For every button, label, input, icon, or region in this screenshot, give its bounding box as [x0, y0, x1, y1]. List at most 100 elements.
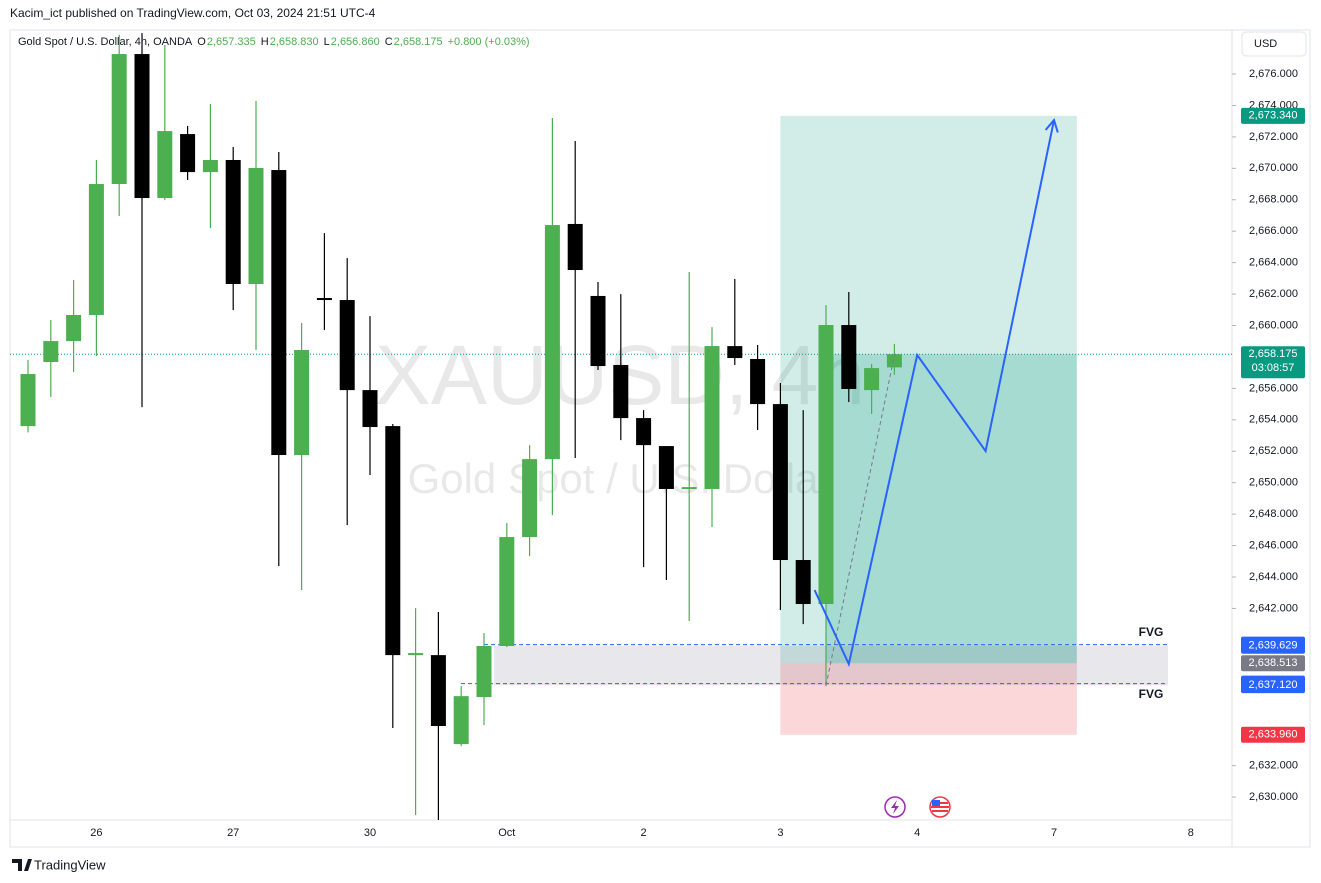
candle-body — [157, 131, 173, 199]
candle-body — [385, 426, 401, 656]
candle-body — [248, 168, 264, 285]
countdown: 03:08:57 — [1252, 362, 1295, 374]
projection-arrowhead — [1044, 118, 1059, 133]
candle-body — [636, 418, 652, 446]
flag-canton — [932, 800, 940, 806]
x-tick-label: 3 — [777, 827, 783, 839]
legend-h: 2,658.830 — [270, 36, 319, 48]
price-marker — [1241, 346, 1305, 379]
legend-symbol: Gold Spot / U.S. Dollar, 4h, OANDA — [18, 36, 193, 48]
candle-body — [225, 159, 241, 285]
candle-body — [408, 653, 424, 656]
fvg-box — [494, 645, 1168, 686]
y-tick-label: 2,670.000 — [1249, 162, 1298, 174]
x-tick-label: 2 — [641, 827, 647, 839]
x-tick-label: 30 — [364, 827, 376, 839]
brand-name: TradingView — [34, 857, 106, 872]
price-marker — [1241, 637, 1305, 654]
candle-body — [886, 354, 902, 368]
candle-body — [590, 295, 606, 367]
candle-body — [704, 346, 720, 489]
price-marker-label: 2,673.340 — [1249, 110, 1298, 122]
legend-c-label: C — [385, 36, 393, 48]
legend-l-label: L — [324, 36, 330, 48]
brand: TradingView — [12, 857, 106, 872]
profit-progress — [826, 354, 1077, 664]
price-marker-label: 2,637.120 — [1249, 679, 1298, 691]
fvg-label: FVG — [1139, 625, 1164, 639]
projection-path — [813, 119, 1055, 668]
y-tick-label: 2,650.000 — [1249, 477, 1298, 489]
chart-frame — [9, 29, 1311, 848]
candle-body — [544, 225, 560, 460]
candle-body — [522, 459, 538, 538]
price-marker — [1241, 107, 1305, 124]
published-note: Kacim_ict published on TradingView.com, … — [10, 6, 376, 20]
candle-body — [567, 223, 583, 271]
candle-body — [271, 170, 287, 456]
price-marker — [1241, 726, 1305, 743]
y-tick-label: 2,664.000 — [1249, 257, 1298, 269]
brand-logo — [12, 859, 32, 871]
y-tick-label: 2,662.000 — [1249, 288, 1298, 300]
candle-body — [476, 645, 492, 698]
candle-body — [772, 404, 788, 561]
y-tick-label: 2,672.000 — [1249, 131, 1298, 143]
x-tick-label: 4 — [914, 827, 920, 839]
candle-body — [202, 159, 218, 173]
candle-body — [316, 297, 332, 301]
legend-c: 2,658.175 — [394, 36, 443, 48]
candle-body — [362, 390, 378, 428]
y-tick-label: 2,648.000 — [1249, 508, 1298, 520]
candle-body — [841, 325, 857, 390]
candle-body — [818, 325, 834, 605]
y-tick-label: 2,642.000 — [1249, 602, 1298, 614]
price-marker — [1241, 655, 1305, 672]
candle-body — [88, 184, 104, 315]
candle-body — [681, 487, 697, 490]
candle-body — [180, 134, 196, 173]
y-tick-label: 2,656.000 — [1249, 382, 1298, 394]
candle-body — [430, 655, 446, 727]
currency-button[interactable] — [1241, 31, 1307, 57]
y-tick-label: 2,666.000 — [1249, 225, 1298, 237]
legend-o-label: O — [197, 36, 206, 48]
candle-body — [750, 358, 766, 405]
y-tick-label: 2,630.000 — [1249, 791, 1298, 803]
x-tick-label: 8 — [1188, 827, 1194, 839]
y-tick-label: 2,668.000 — [1249, 194, 1298, 206]
price-marker-label: 2,633.960 — [1249, 729, 1298, 741]
candle-body — [499, 537, 515, 646]
candle-body — [43, 341, 59, 362]
candle-body — [134, 54, 150, 199]
y-tick-label: 2,676.000 — [1249, 68, 1298, 80]
candle-body — [613, 364, 629, 419]
y-tick-label: 2,660.000 — [1249, 319, 1298, 331]
x-tick-label: 26 — [90, 827, 102, 839]
price-axis: 2,630.000 2,632.000 2,642.000 2,644.000 2,64… — [1232, 68, 1305, 803]
currency-label: USD — [1254, 38, 1277, 50]
candle-body — [66, 314, 82, 342]
y-tick-label: 2,646.000 — [1249, 539, 1298, 551]
legend-o: 2,657.335 — [207, 36, 256, 48]
x-tick-label: 27 — [227, 827, 239, 839]
y-tick-label: 2,654.000 — [1249, 414, 1298, 426]
x-tick-label: 7 — [1051, 827, 1057, 839]
event-icons — [884, 796, 951, 818]
price-marker-label: 2,638.513 — [1249, 657, 1298, 669]
trend-line — [825, 355, 895, 686]
watermark-name: Gold Spot / U.S. Dollar — [408, 455, 833, 502]
candle-body — [111, 54, 127, 185]
y-tick-label: 2,644.000 — [1249, 571, 1298, 583]
price-marker-label: 2,639.629 — [1249, 640, 1298, 652]
candle-body — [864, 368, 880, 391]
candle-body — [20, 374, 36, 427]
candle-body — [795, 560, 811, 605]
legend-l: 2,656.860 — [331, 36, 380, 48]
candle-body — [294, 350, 310, 456]
x-tick-label: Oct — [498, 827, 515, 839]
candle-body — [339, 300, 355, 391]
candle-body — [658, 446, 674, 489]
legend-change: +0.800 (+0.03%) — [448, 36, 530, 48]
